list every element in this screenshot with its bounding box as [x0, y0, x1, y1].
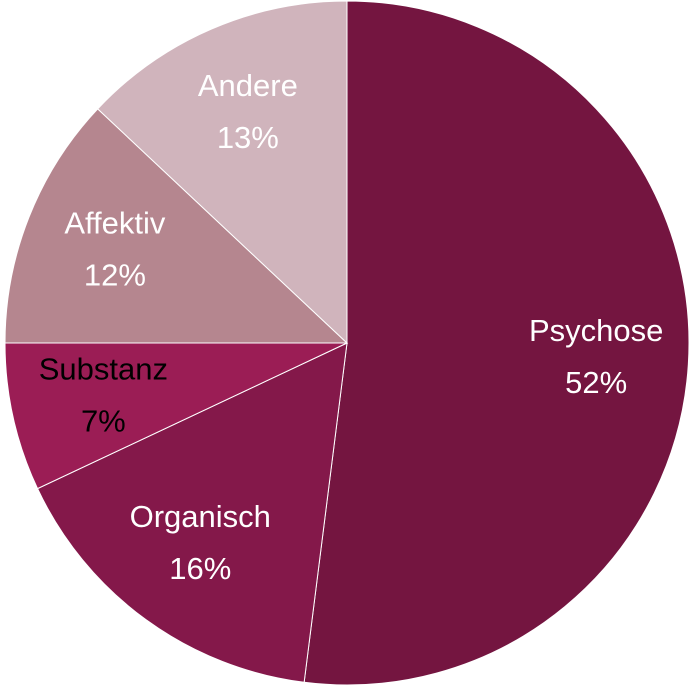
pie-slice	[4, 108, 349, 344]
slice-label: Andere	[198, 68, 298, 103]
slice-label: Affektiv	[64, 205, 166, 240]
pie-slice	[36, 342, 348, 683]
slice-label: Substanz	[39, 352, 168, 387]
pie-slice	[4, 342, 348, 490]
slice-value-label: 7%	[81, 404, 126, 439]
pie-slice	[96, 0, 348, 345]
slice-value-label: 13%	[217, 120, 279, 155]
slice-value-label: 52%	[565, 365, 627, 400]
slice-label: Psychose	[529, 313, 663, 348]
slice-label: Organisch	[130, 499, 271, 534]
slice-value-label: 16%	[169, 551, 231, 586]
slice-value-label: 12%	[84, 257, 146, 292]
pie-slice	[303, 0, 690, 686]
